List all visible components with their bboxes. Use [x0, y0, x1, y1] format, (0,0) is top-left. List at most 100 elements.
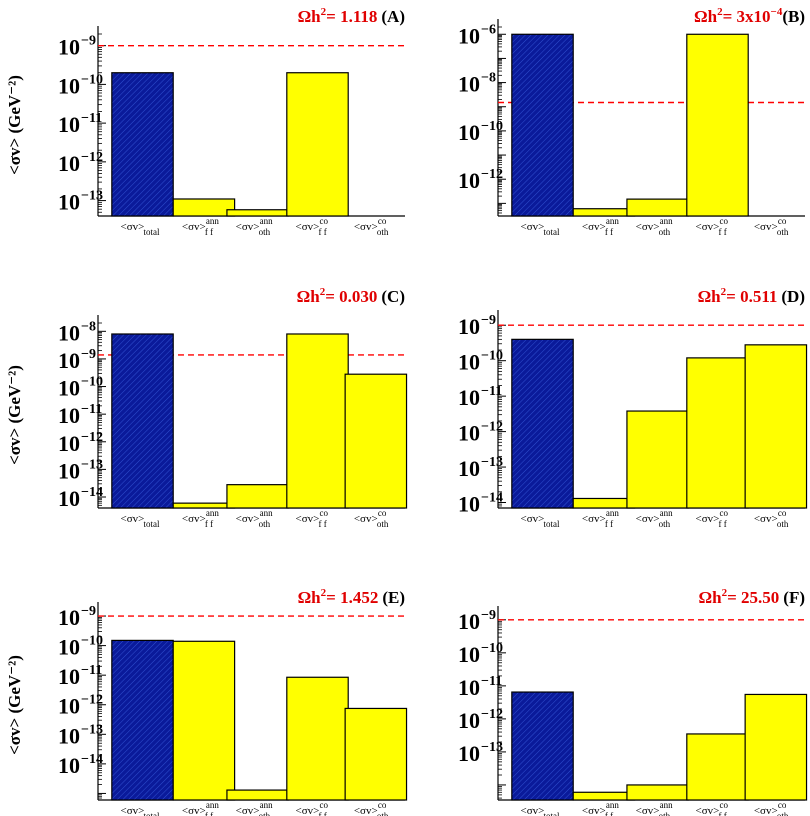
x-category-subscript: total	[544, 227, 560, 237]
x-category-superscript: ann	[206, 508, 219, 518]
x-category-superscript: co	[778, 800, 787, 810]
y-tick-label: 10	[58, 486, 80, 511]
x-category-label: <σv>	[696, 513, 720, 525]
y-axis-label: <σv> (GeV⁻²)	[5, 655, 24, 755]
bar-total	[111, 72, 174, 217]
y-tick-exponent: −14	[81, 485, 103, 500]
y-tick-label: 10	[58, 664, 80, 689]
x-category-subscript: oth	[259, 519, 271, 529]
x-category-subscript: total	[544, 811, 560, 816]
x-category-subscript: total	[144, 811, 160, 816]
x-category-superscript: ann	[660, 800, 673, 810]
y-tick-exponent: −9	[81, 604, 96, 619]
x-category-subscript: oth	[777, 811, 789, 816]
y-tick-label: 10	[458, 675, 480, 700]
bar-component	[744, 693, 808, 801]
y-tick-label: 10	[58, 403, 80, 428]
bar-component	[344, 707, 408, 801]
x-category-subscript: f f	[319, 811, 327, 816]
x-category-superscript: ann	[260, 508, 273, 518]
panel-title: Ωh2= 1.452 (E)	[298, 587, 405, 607]
bar-component	[286, 333, 349, 509]
x-category-label: <σv>	[582, 221, 606, 233]
y-tick-exponent: −10	[481, 349, 503, 364]
x-category-superscript: co	[720, 508, 729, 518]
x-category-superscript: ann	[206, 800, 219, 810]
bar-total	[511, 338, 574, 509]
y-tick-label: 10	[58, 635, 80, 660]
y-tick-exponent: −12	[81, 150, 103, 165]
x-category-label: <σv>	[696, 805, 720, 816]
x-category-label: <σv>	[754, 513, 778, 525]
x-category-label: <σv>	[354, 805, 378, 816]
panel-title: Ωh2= 3x10−4(B)	[694, 6, 805, 26]
y-tick-exponent: −9	[481, 313, 496, 328]
y-tick-exponent: −12	[481, 167, 503, 182]
y-axis-label: <σv> (GeV⁻²)	[5, 75, 24, 175]
y-tick-exponent: −12	[81, 693, 103, 708]
bar-component	[686, 357, 749, 509]
y-tick-exponent: −12	[481, 420, 503, 435]
x-category-subscript: f f	[719, 227, 727, 237]
x-category-superscript: co	[720, 216, 729, 226]
x-category-subscript: oth	[259, 811, 271, 816]
bar-total	[111, 333, 174, 509]
panel-title: Ωh2= 0.511 (D)	[698, 286, 805, 306]
x-category-label: <σv>	[182, 805, 206, 816]
bar-component	[344, 373, 408, 509]
bar-component	[626, 410, 689, 509]
x-category-subscript: oth	[659, 519, 671, 529]
y-tick-exponent: −9	[481, 608, 496, 623]
y-tick-exponent: −10	[481, 641, 503, 656]
bar-component	[572, 791, 636, 801]
bar-total	[511, 691, 574, 801]
x-category-superscript: co	[320, 216, 329, 226]
y-tick-label: 10	[58, 348, 80, 373]
x-category-superscript: ann	[606, 800, 619, 810]
x-category-subscript: oth	[659, 227, 671, 237]
y-tick-label: 10	[58, 35, 80, 60]
y-tick-label: 10	[58, 694, 80, 719]
y-tick-label: 10	[58, 605, 80, 630]
x-category-label: <σv>	[296, 513, 320, 525]
x-category-label: <σv>	[582, 513, 606, 525]
bar-component	[572, 497, 636, 509]
x-category-subscript: oth	[259, 227, 271, 237]
x-category-superscript: ann	[660, 508, 673, 518]
bar-component	[686, 733, 749, 801]
bar-component	[226, 209, 289, 217]
x-category-subscript: total	[544, 519, 560, 529]
panel-title: Ωh2= 0.030 (C)	[297, 286, 405, 306]
x-category-label: <σv>	[121, 805, 145, 816]
x-category-subscript: oth	[377, 519, 389, 529]
y-tick-label: 10	[58, 320, 80, 345]
x-category-subscript: total	[144, 227, 160, 237]
x-category-label: <σv>	[236, 805, 260, 816]
bar-component	[686, 33, 749, 217]
x-category-label: <σv>	[754, 221, 778, 233]
bar-component	[572, 208, 636, 217]
x-category-subscript: f f	[719, 811, 727, 816]
x-category-subscript: f f	[605, 227, 613, 237]
x-category-label: <σv>	[582, 805, 606, 816]
y-tick-exponent: −10	[481, 119, 503, 134]
y-tick-label: 10	[458, 421, 480, 446]
x-category-superscript: co	[320, 800, 329, 810]
bar-total	[111, 639, 174, 801]
x-category-label: <σv>	[521, 513, 545, 525]
x-category-superscript: co	[378, 216, 387, 226]
x-category-label: <σv>	[754, 805, 778, 816]
x-category-subscript: f f	[319, 227, 327, 237]
bar-component	[172, 198, 236, 217]
y-tick-exponent: −9	[81, 347, 96, 362]
y-axis-label: <σv> (GeV⁻²)	[5, 365, 24, 465]
x-category-superscript: ann	[660, 216, 673, 226]
y-tick-label: 10	[458, 350, 480, 375]
x-category-label: <σv>	[121, 221, 145, 233]
bar-component	[744, 344, 808, 509]
